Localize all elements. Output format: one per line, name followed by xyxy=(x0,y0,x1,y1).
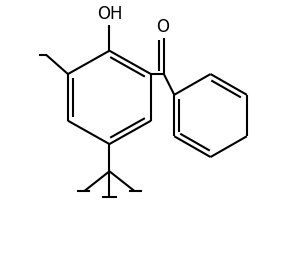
Text: OH: OH xyxy=(97,5,122,23)
Text: O: O xyxy=(156,18,169,36)
